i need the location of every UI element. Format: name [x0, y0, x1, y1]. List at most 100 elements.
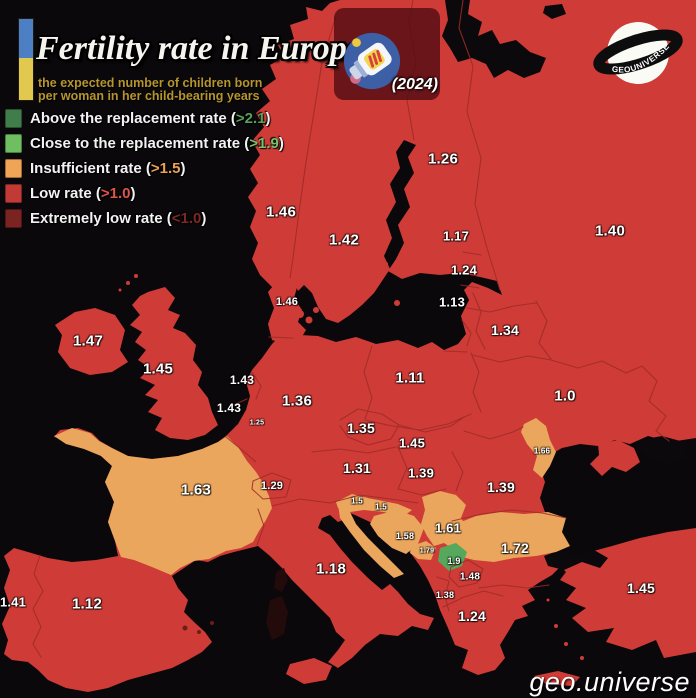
legend-threshold: >2.1 — [235, 110, 266, 127]
sea-of-azov — [638, 436, 686, 466]
legend-label: Insufficient rate — [30, 160, 142, 177]
country-borders — [32, 0, 670, 658]
scottish-isle — [118, 288, 122, 292]
balearic-island — [210, 621, 214, 625]
flag-bar-blue — [19, 19, 33, 58]
country-bosnia — [370, 510, 424, 554]
country-label-montenegro: 1.79 — [419, 547, 435, 555]
legend-swatch-red — [5, 184, 22, 203]
country-serbia — [421, 491, 469, 549]
aegean-island — [546, 598, 550, 602]
ukraine-flag-bar — [18, 18, 34, 101]
country-label-spain: 1.12 — [72, 595, 102, 613]
year-badge: (2024) — [391, 76, 438, 93]
country-label-ukraine: 1.0 — [554, 387, 576, 405]
baltic-island-aland — [384, 262, 388, 266]
baltic-island-gotland — [394, 300, 400, 306]
country-montenegro — [410, 541, 436, 560]
page-subtitle: the expected number of children born per… — [38, 77, 262, 103]
country-label-germany: 1.36 — [282, 392, 312, 410]
country-label-france: 1.63 — [181, 481, 211, 499]
country-label-estonia: 1.17 — [442, 228, 470, 244]
country-label-russia: 1.40 — [595, 222, 625, 240]
country-label-denmark: 1.46 — [275, 296, 299, 308]
sea-of-marmara — [544, 550, 608, 570]
country-denmark — [268, 274, 306, 344]
country-label-sweden: 1.42 — [329, 231, 359, 249]
legend-swatch-dark-green — [5, 109, 22, 128]
country-label-portugal: 1.41 — [0, 594, 27, 610]
country-label-turkey: 1.45 — [626, 580, 656, 596]
legend-label: Extremely low rate — [30, 210, 163, 227]
country-label-norway: 1.46 — [266, 203, 296, 221]
country-label-kosovo: 1.9 — [447, 556, 461, 566]
balearic-island — [182, 625, 188, 631]
country-label-greece: 1.24 — [457, 608, 487, 624]
country-label-moldova: 1.66 — [533, 446, 551, 456]
country-label-switzerland: 1.29 — [260, 480, 284, 492]
legend-label: Low rate — [30, 185, 92, 202]
page-title: Fertility rate in Europe — [36, 30, 362, 67]
country-label-north-macedonia: 1.48 — [459, 571, 481, 583]
country-label-serbia: 1.61 — [434, 520, 462, 536]
country-slovenia — [336, 494, 368, 512]
country-label-czechia: 1.35 — [346, 420, 376, 436]
legend-swatch-dark-red — [5, 209, 22, 228]
country-bulgaria — [450, 512, 570, 562]
country-label-luxembourg: 1.25 — [249, 419, 265, 427]
country-label-belgium: 1.43 — [216, 401, 242, 415]
white-sea-blob — [543, 4, 566, 19]
watermark: geo.universe — [529, 667, 690, 697]
country-label-croatia: 1.5 — [375, 502, 387, 512]
aegean-island — [564, 642, 568, 646]
country-label-united-kingdom: 1.45 — [143, 360, 173, 378]
country-label-belarus: 1.34 — [490, 322, 520, 338]
country-label-romania: 1.39 — [486, 479, 516, 495]
baby-bottle-icon — [341, 30, 403, 92]
country-label-bosnia-herzegovina: 1.58 — [395, 531, 415, 541]
subtitle-line-1: the expected number of children born — [38, 76, 263, 90]
island-sicily — [286, 658, 332, 684]
geouniverse-logo: GEOUNIVERSE — [593, 16, 683, 88]
white-sea — [442, 0, 546, 78]
island-corsica — [274, 568, 288, 592]
country-label-ireland: 1.47 — [73, 332, 103, 350]
country-kosovo — [438, 543, 467, 571]
scottish-isle — [126, 281, 130, 285]
country-ireland — [55, 308, 128, 375]
legend-threshold: >1.0 — [100, 185, 131, 202]
country-label-netherlands: 1.43 — [229, 373, 255, 387]
subtitle-line-2: per woman in her child-bearing years — [38, 89, 260, 103]
legend-label: Close to the replacement rate — [30, 135, 241, 152]
legend-row-extremely-low: Extremely low rate (<1.0) — [5, 206, 284, 231]
country-label-slovakia: 1.45 — [398, 435, 426, 451]
legend-row-low: Low rate (>1.0) — [5, 181, 284, 206]
island-crete — [534, 671, 580, 686]
island-sardinia — [266, 596, 288, 640]
legend-threshold: <1.0 — [171, 210, 202, 227]
country-label-latvia: 1.24 — [450, 262, 478, 278]
danish-island — [305, 316, 313, 324]
country-label-austria: 1.31 — [342, 460, 372, 476]
country-france — [54, 428, 272, 575]
country-label-finland: 1.26 — [428, 150, 458, 168]
legend-swatch-orange — [5, 159, 22, 178]
legend-row-close-replacement: Close to the replacement rate (>1.9) — [5, 131, 284, 156]
country-label-italy: 1.18 — [316, 560, 346, 578]
legend-threshold: >1.5 — [150, 160, 181, 177]
scottish-isle — [134, 274, 138, 278]
flag-bar-yellow — [19, 57, 33, 100]
aegean-island — [554, 624, 558, 628]
legend-threshold: >1.9 — [249, 135, 279, 152]
country-label-poland: 1.11 — [395, 369, 425, 387]
country-label-hungary: 1.39 — [407, 465, 435, 481]
balearic-island — [197, 630, 201, 634]
legend-row-above-replacement: Above the replacement rate (>2.1) — [5, 106, 284, 131]
country-label-lithuania: 1.13 — [438, 294, 466, 310]
country-label-slovenia: 1.5 — [351, 496, 363, 506]
country-label-albania: 1.38 — [435, 590, 455, 600]
crimea-peninsula — [590, 440, 640, 476]
